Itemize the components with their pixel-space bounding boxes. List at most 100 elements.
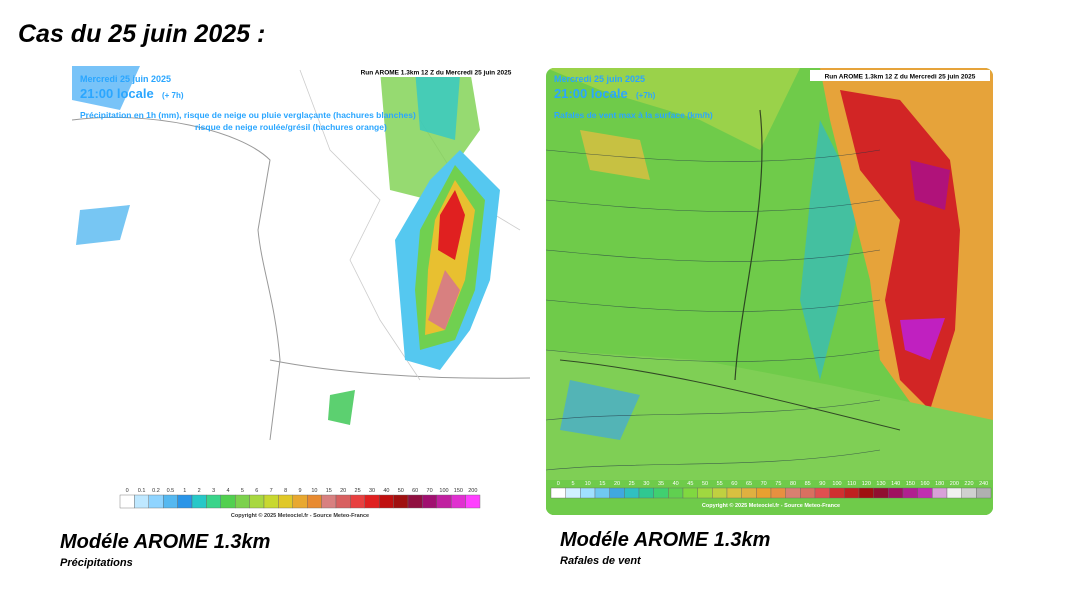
- scale-label: 10: [585, 481, 591, 487]
- scale-label: 110: [847, 481, 856, 487]
- scale-swatch: [609, 487, 625, 499]
- run-label: Run AROME 1.3km 12 Z du Mercredi 25 juin…: [361, 70, 512, 77]
- scale-label: 40: [673, 481, 679, 487]
- scale-label: 180: [935, 481, 944, 487]
- lead: (+ 7h): [162, 91, 184, 100]
- scale-label: 4: [226, 488, 229, 494]
- scale-label: 240: [979, 481, 988, 487]
- scale-label: 150: [906, 481, 915, 487]
- scale-swatch: [594, 487, 610, 499]
- scale-swatch: [638, 487, 654, 499]
- scale-swatch: [873, 487, 889, 499]
- caption: Modéle AROME 1.3km: [60, 531, 270, 553]
- scale-swatch: [465, 494, 481, 509]
- scale-swatch: [946, 487, 962, 499]
- scale-label: 9: [298, 488, 301, 494]
- scale-label: 8: [284, 488, 287, 494]
- scale-label: 2: [198, 488, 201, 494]
- scale-swatch: [888, 487, 904, 499]
- scale-label: 60: [731, 481, 737, 487]
- field-2: risque de neige roulée/grésil (hachures …: [195, 122, 387, 132]
- scale-swatch: [263, 494, 279, 509]
- scale-swatch: [653, 487, 669, 499]
- scale-label: 20: [614, 481, 620, 487]
- time: 21:00 locale: [80, 86, 154, 101]
- scale-swatch: [682, 487, 698, 499]
- scale-label: 0: [557, 481, 560, 487]
- scale-swatch: [712, 487, 728, 499]
- scale-label: 70: [761, 481, 767, 487]
- scale-label: 220: [964, 481, 973, 487]
- scale-label: 85: [805, 481, 811, 487]
- scale-label: 150: [454, 488, 463, 494]
- scale-swatch: [177, 494, 193, 509]
- scale-swatch: [364, 494, 380, 509]
- run-box: [342, 66, 530, 77]
- scale-swatch: [756, 487, 772, 499]
- scale-swatch: [220, 494, 236, 509]
- scale-label: 65: [746, 481, 752, 487]
- scale-swatch: [350, 494, 365, 509]
- scale-label: 100: [832, 481, 841, 487]
- scale-label: 25: [629, 481, 635, 487]
- scale-swatch: [932, 487, 948, 499]
- scale-label: 30: [369, 488, 375, 494]
- scale-label: 0: [126, 488, 129, 494]
- copyright: Copyright © 2025 Meteociel.fr - Source M…: [702, 502, 840, 509]
- scale-label: 35: [658, 481, 664, 487]
- scale-swatch: [451, 494, 466, 509]
- scale-swatch: [148, 494, 164, 509]
- scale-swatch: [134, 494, 149, 509]
- scale-label: 6: [255, 488, 258, 494]
- scale-label: 15: [599, 481, 605, 487]
- scale-swatch: [119, 494, 135, 509]
- scale-label: 40: [383, 488, 389, 494]
- scale-swatch: [624, 487, 640, 499]
- scale-label: 140: [891, 481, 900, 487]
- scale-swatch: [234, 494, 250, 509]
- scale-swatch: [191, 494, 207, 509]
- scale-swatch: [580, 487, 596, 499]
- scale-swatch: [249, 494, 265, 509]
- scale-swatch: [829, 487, 845, 499]
- scale-swatch: [697, 487, 713, 499]
- field: Précipitation en 1h (mm), risque de neig…: [80, 110, 416, 120]
- run-box: [810, 70, 990, 81]
- scale-swatch: [393, 494, 409, 509]
- copyright: Copyright © 2025 Meteociel.fr - Source M…: [231, 512, 369, 519]
- scale-label: 1: [183, 488, 186, 494]
- caption: Modéle AROME 1.3km: [560, 529, 770, 551]
- scale-label: 120: [862, 481, 871, 487]
- scale-swatch: [785, 487, 801, 499]
- scale-swatch: [800, 487, 816, 499]
- scale-label: 90: [819, 481, 825, 487]
- scale-swatch: [858, 487, 874, 499]
- scale-label: 50: [398, 488, 404, 494]
- scale-label: 45: [687, 481, 693, 487]
- scale-label: 15: [326, 488, 332, 494]
- scale-label: 3: [212, 488, 215, 494]
- scale-swatch: [902, 487, 918, 499]
- time: 21:00 locale: [554, 86, 628, 101]
- scale-swatch: [917, 487, 933, 499]
- scale-label: 60: [412, 488, 418, 494]
- scale-label: 55: [717, 481, 723, 487]
- scale-label: 80: [790, 481, 796, 487]
- scale-swatch: [292, 494, 308, 509]
- scale-label: 160: [920, 481, 929, 487]
- date: Mercredi 25 juin 2025: [554, 74, 645, 84]
- scale-label: 0.2: [152, 488, 160, 494]
- scale-swatch: [407, 494, 423, 509]
- scale-swatch: [206, 494, 221, 509]
- scale-swatch: [814, 487, 830, 499]
- scale-label: 70: [427, 488, 433, 494]
- scale-label: 50: [702, 481, 708, 487]
- run-label: Run AROME 1.3km 12 Z du Mercredi 25 juin…: [825, 74, 976, 81]
- scale-swatch: [565, 487, 581, 499]
- scale-swatch: [726, 487, 742, 499]
- scale-swatch: [550, 487, 566, 499]
- scale-label: 5: [571, 481, 574, 487]
- scale-label: 7: [270, 488, 273, 494]
- scale-swatch: [741, 487, 757, 499]
